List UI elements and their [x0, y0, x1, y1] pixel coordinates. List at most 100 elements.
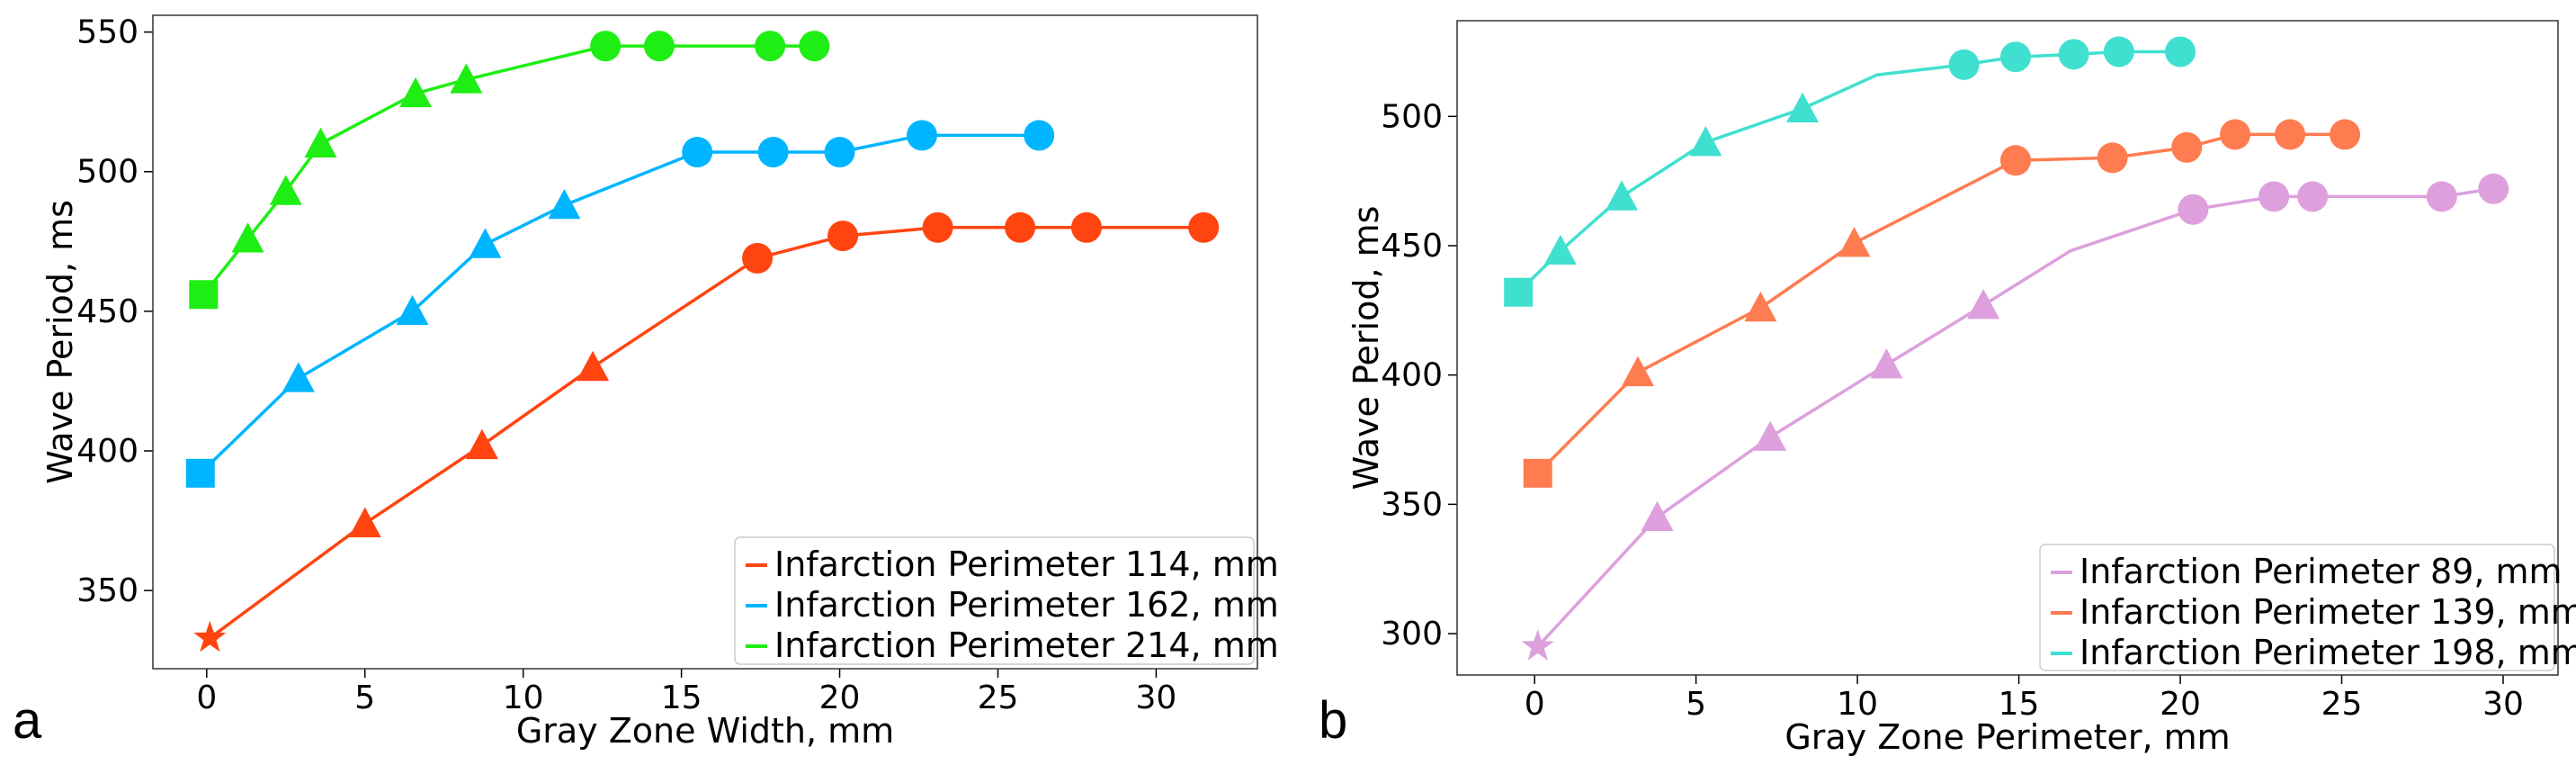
x-tick-label: 30: [1135, 680, 1176, 716]
data-point-triangle: [1870, 348, 1903, 379]
data-point-circle: [922, 212, 953, 243]
y-tick-label: 400: [76, 433, 139, 470]
data-point-triangle: [465, 428, 498, 460]
data-point-circle: [2058, 39, 2089, 70]
x-tick-label: 25: [978, 680, 1019, 716]
data-point-circle: [1999, 41, 2031, 73]
y-axis-label: Wave Period, ms: [40, 200, 80, 484]
panel-letter: b: [1319, 691, 1347, 750]
data-point-circle: [2330, 119, 2361, 150]
series-line: [1536, 187, 2494, 648]
series-3: [1504, 36, 2196, 307]
chart-panel-a: 0 5 10 15 20 25 30 350 400 450 500 550 Gray Zone Wid…: [13, 14, 1279, 751]
x-axis-label: Gray Zone Width, mm: [516, 711, 894, 751]
series-2: [1523, 119, 2361, 488]
x-tick-label: 10: [503, 680, 544, 716]
data-point-triangle: [577, 350, 610, 382]
legend-label: Infarction Perimeter 214, mm: [774, 626, 1279, 665]
data-point-triangle: [1967, 289, 2000, 320]
data-point-circle: [755, 31, 786, 62]
series-line: [1536, 132, 2346, 475]
data-point-circle: [757, 137, 789, 168]
data-point-circle: [2275, 119, 2306, 150]
legend-label: Infarction Perimeter 114, mm: [774, 544, 1279, 584]
data-point-square: [1504, 277, 1534, 307]
x-tick-label: 5: [1686, 686, 1706, 723]
data-point-circle: [907, 120, 938, 151]
data-point-circle: [1999, 145, 2031, 176]
data-point-circle: [2103, 36, 2134, 68]
data-point-circle: [2171, 131, 2203, 163]
y-tick-label: 500: [1381, 98, 1443, 135]
legend-box: [734, 536, 1255, 665]
data-point-circle: [682, 137, 713, 168]
data-point-star: [193, 620, 227, 652]
data-point-triangle: [548, 188, 581, 220]
data-point-circle: [824, 137, 855, 168]
data-point-circle: [742, 242, 774, 274]
data-point-square: [185, 458, 215, 488]
data-point-circle: [1188, 212, 1220, 243]
x-tick-label: 5: [354, 680, 375, 716]
data-point-circle: [827, 220, 859, 252]
x-tick-label: 10: [1837, 686, 1878, 723]
x-tick-label: 25: [2321, 686, 2363, 723]
data-point-circle: [590, 31, 622, 62]
plot-frame: [152, 14, 1258, 670]
series-line: [209, 226, 1204, 640]
y-tick-label: 450: [1381, 228, 1443, 265]
data-point-triangle: [348, 507, 381, 537]
legend-label: Infarction Perimeter 139, mm: [2080, 592, 2576, 632]
x-tick-label: 20: [819, 680, 861, 716]
legend-label: Infarction Perimeter 198, mm: [2080, 633, 2576, 672]
data-point-circle: [1948, 49, 1980, 80]
data-point-square: [1523, 458, 1552, 488]
data-point-triangle: [399, 76, 433, 108]
x-axis-label: Gray Zone Perimeter, mm: [1784, 717, 2230, 757]
data-point-triangle: [1606, 180, 1639, 211]
chart-panel-b: 0 5 10 15 20 25 30 300 350 400 450 500 Gray Zone Per…: [1319, 20, 2576, 757]
data-point-circle: [2478, 173, 2509, 204]
data-point-triangle: [1754, 420, 1787, 451]
plot-frame: [1456, 20, 2559, 676]
data-point-triangle: [396, 294, 429, 326]
panel-letter: a: [13, 691, 42, 750]
y-tick-label: 400: [1381, 357, 1443, 394]
data-point-triangle: [304, 127, 337, 158]
legend-label: Infarction Perimeter 89, mm: [2080, 552, 2563, 591]
series-1: [1521, 173, 2509, 661]
x-tick-label: 15: [661, 680, 702, 716]
data-point-circle: [2178, 194, 2209, 225]
data-point-circle: [2097, 142, 2128, 174]
data-point-circle: [2258, 181, 2290, 212]
data-point-circle: [2165, 36, 2196, 68]
y-tick-label: 350: [76, 572, 139, 609]
y-tick-label: 450: [76, 293, 139, 330]
data-point-triangle: [269, 175, 302, 205]
data-point-triangle: [1689, 126, 1722, 157]
series-line: [199, 133, 1040, 475]
y-tick-label: 300: [1381, 616, 1443, 652]
legend-box: [2039, 544, 2555, 671]
data-point-triangle: [1543, 234, 1577, 266]
x-tick-label: 15: [1999, 686, 2040, 723]
series-3: [189, 31, 830, 310]
data-point-circle: [2426, 181, 2457, 212]
data-point-triangle: [1838, 227, 1871, 257]
data-point-circle: [799, 31, 830, 62]
x-tick-label: 0: [196, 680, 217, 716]
data-point-square: [189, 280, 219, 310]
data-point-triangle: [1744, 291, 1777, 322]
data-point-circle: [1005, 212, 1036, 243]
data-point-circle: [2297, 181, 2329, 212]
data-point-circle: [2220, 119, 2251, 150]
data-point-triangle: [1786, 92, 1820, 122]
y-tick-label: 350: [1381, 486, 1443, 523]
data-point-triangle: [469, 228, 502, 258]
legend-label: Infarction Perimeter 162, mm: [774, 585, 1279, 625]
data-point-triangle: [1641, 500, 1674, 532]
series-2: [185, 120, 1055, 488]
